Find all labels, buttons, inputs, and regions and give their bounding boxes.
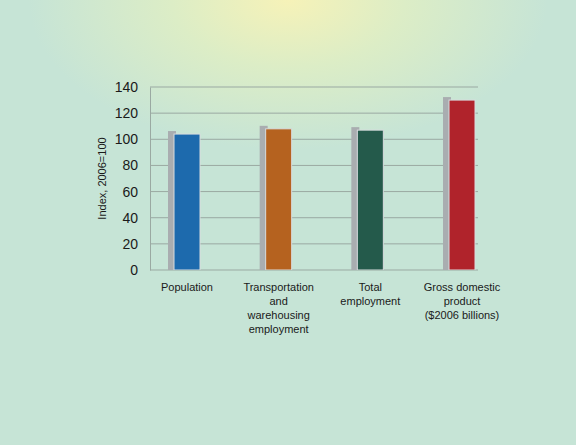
bar — [449, 100, 475, 270]
chart: 0 20 40 60 80 100 120 140 Index, 2006=100 Populat… — [0, 0, 576, 445]
bar — [357, 130, 383, 270]
tick: 60 — [122, 184, 150, 200]
tick-label: 60 — [122, 184, 138, 200]
y-axis-title: Index, 2006=100 — [96, 137, 108, 219]
bars — [168, 97, 475, 270]
axis-line — [150, 88, 151, 271]
tick-label: 100 — [115, 131, 139, 147]
tick-label: Population — [161, 281, 213, 293]
x-axis: Population Transportationandwarehousingem… — [161, 281, 501, 335]
tick: 120 — [115, 105, 150, 121]
bar — [174, 134, 200, 270]
tick-label: 20 — [122, 236, 138, 252]
grid — [150, 87, 478, 270]
tick-label: 0 — [130, 262, 138, 278]
tick: 100 — [115, 131, 150, 147]
tick: 20 — [122, 236, 150, 252]
tick-label: 80 — [122, 157, 138, 173]
grid-line — [150, 87, 478, 88]
tick: 140 — [115, 79, 150, 95]
tick: 40 — [122, 210, 150, 226]
tick: 0 — [130, 262, 150, 278]
tick: 80 — [122, 157, 150, 173]
tick-label: Gross domesticproduct($2006 billions) — [424, 281, 501, 321]
y-axis: 0 20 40 60 80 100 120 140 — [115, 79, 151, 278]
tick-label: Totalemployment — [340, 281, 400, 307]
tick-label: Transportationandwarehousingemployment — [243, 281, 314, 335]
tick-label: 120 — [115, 105, 139, 121]
tick-label: 40 — [122, 210, 138, 226]
tick-label: 140 — [115, 79, 139, 95]
bar — [266, 129, 292, 270]
grid-line — [150, 113, 478, 114]
